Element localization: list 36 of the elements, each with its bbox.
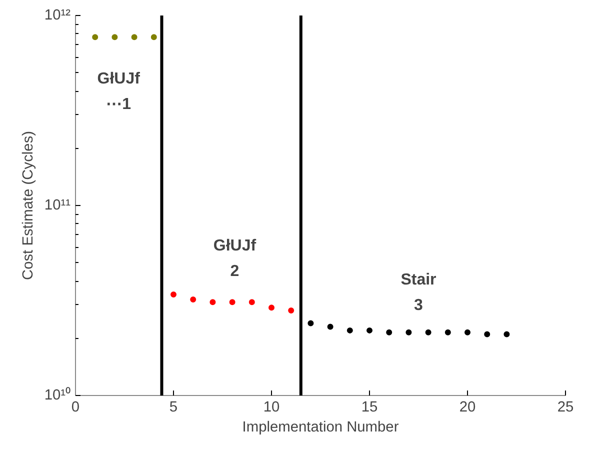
- y-tick-label: 10¹²: [44, 8, 71, 24]
- point: [406, 329, 412, 336]
- x-tick-label: 10: [263, 400, 280, 416]
- point: [131, 34, 138, 40]
- point: [248, 299, 255, 306]
- x-tick-label: 25: [557, 400, 574, 416]
- annotation: GłUJf ⋯1: [97, 70, 141, 113]
- point: [150, 34, 157, 40]
- y-tick-label: 10¹¹: [44, 198, 71, 214]
- point: [425, 329, 432, 336]
- x-tick-label: 20: [459, 400, 476, 416]
- point: [504, 331, 510, 338]
- point: [444, 329, 451, 336]
- point: [170, 292, 176, 298]
- point: [464, 329, 470, 336]
- annotation: GłUJf 2: [213, 237, 257, 280]
- x-tick-label: 0: [71, 400, 80, 416]
- annotation: Stair 3: [400, 272, 436, 314]
- point: [484, 331, 490, 338]
- point: [308, 320, 314, 326]
- point: [112, 34, 118, 40]
- y-tick-label: 10¹⁰: [44, 386, 71, 404]
- point: [190, 296, 196, 303]
- point: [268, 304, 274, 311]
- point: [92, 34, 98, 40]
- point: [288, 308, 294, 314]
- point: [366, 327, 372, 334]
- point: [229, 299, 236, 306]
- x-tick-label: 15: [361, 400, 378, 416]
- point: [346, 327, 353, 334]
- x-tick-label: 5: [169, 400, 178, 416]
- point: [210, 299, 216, 306]
- x-axis-title: Implementation Number: [242, 420, 399, 436]
- point: [327, 324, 334, 330]
- point: [386, 329, 392, 336]
- y-axis-title: Cost Estimate (Cycles): [20, 130, 36, 280]
